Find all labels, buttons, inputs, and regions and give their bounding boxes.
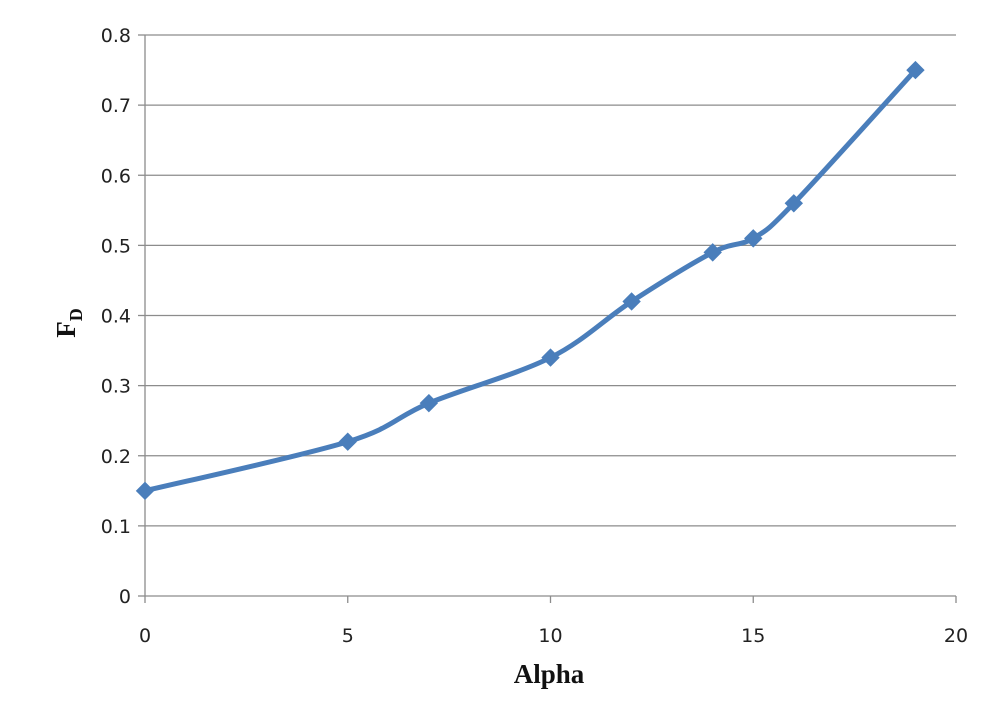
gridlines	[145, 34, 956, 527]
series-line-layer	[142, 67, 918, 494]
y-tick-label: 0.2	[101, 446, 131, 468]
series-line	[142, 67, 918, 494]
axes	[138, 34, 957, 603]
data-markers	[135, 60, 925, 501]
data-point-marker	[419, 393, 439, 413]
y-tick-labels: 0 0.1 0.2 0.3 0.4 0.5 0.6 0.7 0.8	[101, 25, 131, 608]
data-point-marker	[541, 348, 560, 367]
data-point-marker	[135, 481, 155, 501]
x-tick-labels: 0 5 10 15 20	[139, 625, 968, 647]
y-tick-label: 0.3	[101, 376, 131, 398]
data-point-marker	[338, 432, 357, 451]
y-tick-label: 0	[119, 586, 131, 608]
x-axis-title: Alpha	[514, 659, 585, 689]
y-axis-title-subscript: D	[66, 308, 86, 321]
x-tick-label: 20	[944, 625, 968, 647]
y-tick-label: 0.8	[101, 25, 131, 47]
y-axis-title-main: F	[51, 321, 81, 338]
data-point-marker	[703, 243, 722, 262]
y-tick-label: 0.7	[101, 95, 131, 117]
data-point-marker	[906, 60, 925, 80]
y-tick-label: 0.5	[101, 235, 131, 257]
x-tick-label: 15	[741, 625, 765, 647]
svg-text:FD: FD	[51, 308, 86, 338]
y-tick-label: 0.6	[101, 165, 131, 187]
data-point-marker	[784, 194, 804, 213]
y-axis-title: FD	[51, 308, 86, 338]
x-tick-label: 10	[538, 625, 562, 647]
data-point-marker	[622, 292, 641, 311]
x-tick-label: 0	[139, 625, 151, 647]
y-tick-label: 0.1	[101, 516, 131, 538]
y-tick-label: 0.4	[101, 306, 131, 328]
x-tick-label: 5	[342, 625, 354, 647]
data-point-marker	[744, 229, 763, 248]
